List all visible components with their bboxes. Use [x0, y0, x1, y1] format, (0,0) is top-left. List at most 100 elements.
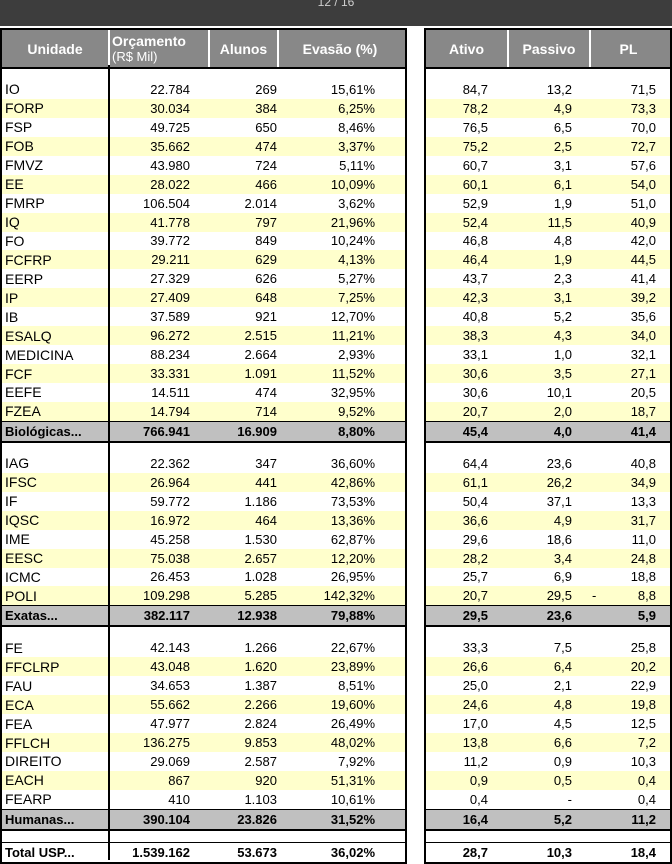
table-row: 46,4 1,9 44,5 — [426, 250, 670, 270]
header-alunos: Alunos — [210, 30, 279, 67]
pl-value: 18,8 — [587, 568, 666, 587]
unit-name: POLI — [5, 587, 37, 604]
pl-value: 19,8 — [587, 695, 666, 714]
evasao-value: 32,95% — [330, 384, 375, 400]
evasao-value: 23,89% — [330, 659, 375, 675]
table-row: EEFE 14.511 474 32,95% — [2, 383, 405, 402]
table-row: FFLCH 136.275 9.853 48,02% — [2, 733, 405, 752]
unit-name: FCF — [5, 365, 33, 382]
group-spacer — [426, 831, 670, 842]
evasao-value: 8,80% — [338, 423, 375, 439]
table-row: EESC 75.038 2.657 12,20% — [2, 548, 405, 568]
orcamento-value: 16.972 — [150, 512, 190, 528]
evasao-value: 142,32% — [323, 588, 375, 604]
orcamento-value: 43.048 — [150, 659, 190, 675]
table-row: FZEA 14.794 714 9,52% — [2, 401, 405, 421]
ativo-value: 84,7 — [462, 81, 488, 97]
unit-name: MEDICINA — [5, 346, 74, 363]
evasao-value: 79,88% — [330, 608, 375, 624]
ativo-value: 46,4 — [462, 252, 488, 268]
table-body-left: IO 22.784 269 15,61% FORP 30.034 384 6,25% FSP 49… — [2, 69, 405, 864]
table-row: FAU 34.653 1.387 8,51% — [2, 676, 405, 695]
table-row: 33,3 7,5 25,8 — [426, 638, 670, 657]
table-row: 30,6 3,5 27,1 — [426, 364, 670, 383]
pl-value: 54,0 — [587, 175, 666, 194]
alunos-value: 12.938 — [237, 608, 277, 624]
pl-number: 32,1 — [630, 347, 656, 363]
evasao-value: 10,09% — [330, 176, 375, 192]
pl-number: 41,4 — [630, 271, 656, 287]
unit-name: FMRP — [5, 195, 45, 212]
alunos-value: 849 — [255, 233, 277, 249]
pl-value: 34,9 — [587, 473, 666, 492]
orcamento-value: 41.778 — [150, 214, 190, 230]
pl-number: 11,2 — [631, 811, 656, 827]
alunos-value: 920 — [255, 772, 277, 788]
evasao-value: 22,67% — [330, 640, 375, 656]
column-divider — [424, 65, 426, 860]
alunos-value: 2.824 — [244, 716, 277, 732]
passivo-value: 0,9 — [553, 753, 572, 769]
table-row: 50,4 37,1 13,3 — [426, 492, 670, 511]
ativo-value: 25,7 — [462, 569, 488, 585]
pl-value: 73,3 — [587, 99, 666, 118]
passivo-value: 37,1 — [546, 493, 572, 509]
evasao-value: 51,31% — [330, 772, 375, 788]
passivo-value: 4,9 — [553, 512, 572, 528]
total-row: 29,5 23,6 5,9 — [426, 605, 670, 628]
group-spacer — [426, 69, 670, 80]
orcamento-value: 42.143 — [150, 640, 190, 656]
pl-number: 0,4 — [637, 791, 656, 807]
ativo-value: 16,4 — [462, 811, 488, 827]
table-row: IB 37.589 921 12,70% — [2, 307, 405, 326]
pl-value: 12,5 — [587, 714, 666, 733]
evasao-value: 5,27% — [338, 271, 375, 287]
pl-value: 13,3 — [587, 492, 666, 511]
pl-value: 71,5 — [587, 80, 666, 99]
header-separator — [426, 67, 670, 69]
unit-name: FEA — [5, 715, 33, 732]
orcamento-value: 14.511 — [151, 384, 190, 400]
negative-marker: - — [592, 588, 597, 604]
orcamento-value: 22.784 — [150, 81, 190, 97]
ativo-value: 0,9 — [469, 772, 488, 788]
passivo-value: 2,1 — [553, 678, 572, 694]
group-spacer — [2, 443, 405, 454]
table-row: FMVZ 43.980 724 5,11% — [2, 156, 405, 175]
pl-number: 44,5 — [630, 252, 656, 268]
unit-name: EEFE — [5, 384, 42, 401]
group-spacer — [426, 627, 670, 638]
pl-value: 11,2 — [587, 810, 666, 829]
unit-name: FFCLRP — [5, 658, 60, 675]
pl-number: 34,9 — [630, 474, 656, 490]
alunos-value: 1.091 — [244, 366, 277, 382]
unit-name: EACH — [5, 772, 44, 789]
passivo-value: 1,0 — [553, 347, 572, 363]
passivo-value: 6,6 — [553, 735, 572, 751]
table-row: 78,2 4,9 73,3 — [426, 98, 670, 118]
table-row: 52,4 11,5 40,9 — [426, 212, 670, 232]
evasao-value: 11,21% — [331, 328, 375, 344]
table-row: 25,7 6,9 18,8 — [426, 568, 670, 587]
orcamento-value: 88.234 — [150, 347, 190, 363]
table-row: POLI 109.298 5.285 142,32% — [2, 586, 405, 606]
pl-number: 13,3 — [630, 493, 656, 509]
unit-name: ICMC — [5, 568, 41, 585]
passivo-value: 1,9 — [553, 252, 572, 268]
passivo-value: 10,1 — [546, 384, 572, 400]
pl-value: 72,7 — [587, 137, 666, 156]
orcamento-value: 29.069 — [150, 753, 190, 769]
orcamento-value: 410 — [168, 791, 190, 807]
table-row: IQSC 16.972 464 13,36% — [2, 510, 405, 530]
passivo-value: 10,3 — [546, 844, 572, 860]
total-row: Exatas... 382.117 12.938 79,88% — [2, 605, 405, 628]
unit-name: IQ — [5, 214, 20, 231]
ativo-value: 33,1 — [462, 347, 488, 363]
table-row: 25,0 2,1 22,9 — [426, 676, 670, 695]
alunos-value: 474 — [255, 384, 277, 400]
table-row: FE 42.143 1.266 22,67% — [2, 638, 405, 657]
pl-value: 40,8 — [587, 454, 666, 473]
alunos-value: 1.266 — [244, 640, 277, 656]
pl-value: 0,4 — [587, 771, 666, 790]
ativo-value: 17,0 — [462, 716, 488, 732]
